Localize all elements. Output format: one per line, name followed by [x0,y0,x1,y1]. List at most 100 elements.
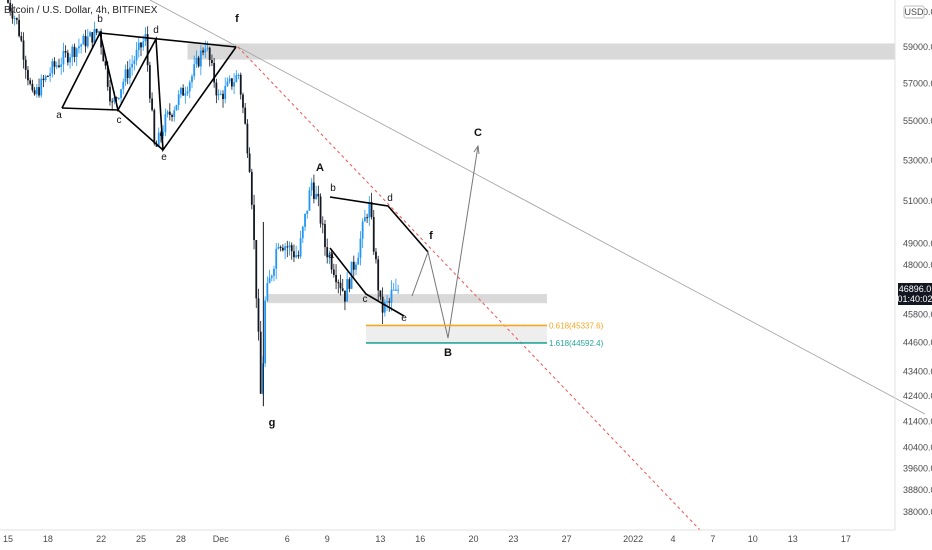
candle-122 [277,243,280,250]
candle-37 [89,30,91,37]
candle-107 [244,102,247,125]
candle-77 [177,90,180,111]
candle-141 [319,193,322,228]
candle-85 [195,50,198,68]
candle-body [51,61,54,74]
x-tick-9: 16 [415,534,425,544]
candle-126 [286,240,289,258]
candle-body [106,65,109,87]
candle-body [133,60,136,64]
triangle-1-upper [99,32,237,48]
candle-127 [288,241,291,256]
candle-body [93,28,96,43]
x-tick-3: 25 [136,534,146,544]
candle-body [355,264,357,270]
candle-body [173,110,176,117]
candle-88 [202,47,204,56]
candle-body [71,46,74,58]
candle-90 [206,41,209,52]
candle-body [211,60,213,63]
candle-body [368,202,371,218]
candle-body [62,51,65,65]
candle-152 [344,290,346,311]
candle-12 [33,87,36,96]
candle-83 [191,74,193,89]
candle-123 [279,245,282,252]
candle-body [383,301,386,313]
candle-body [377,259,380,291]
candle-138 [313,174,315,204]
triangle-2-lower [329,247,405,317]
candle-91 [208,46,211,67]
candle-body [235,74,238,83]
y-tick-5: 51000.0 [903,196,932,206]
candle-38 [91,32,94,48]
wave-label-b: b [97,14,103,25]
candle-body [242,94,244,108]
candle-69 [160,130,162,143]
fib-label-1: 1.618(44592.4) [549,339,604,348]
candle-3 [13,15,16,26]
candle-body [95,28,98,33]
candle-body [304,213,306,227]
candle-body [217,94,220,96]
candle-body [186,91,189,94]
candle-body [202,50,204,53]
candle-94 [215,78,218,104]
candle-body [321,223,324,225]
candle-body [330,254,333,270]
candle-166 [375,248,377,264]
candle-1 [9,0,12,16]
candle-93 [213,57,216,88]
candle-124 [281,244,284,252]
candle-body [84,36,87,47]
wave-label-B: B [444,347,452,359]
candle-30 [73,43,76,63]
candle-body [346,279,349,302]
candle-body [191,76,193,83]
x-tick-11: 23 [508,534,518,544]
candle-body [277,246,280,249]
candle-133 [301,225,304,244]
candle-8 [24,55,27,79]
x-tick-4: 28 [176,534,186,544]
candle-110 [250,168,253,210]
candle-body [80,44,83,47]
candle-body [40,78,43,96]
candle-body [195,57,198,65]
y-tick-14: 40400.0 [903,442,932,452]
candle-body [370,202,373,218]
candle-102 [233,73,235,95]
x-tick-15: 7 [710,534,715,544]
candle-101 [230,77,233,90]
candle-body [284,246,286,251]
candle-114 [259,320,262,394]
fib-zone [366,325,547,343]
candle-169 [381,287,384,324]
candle-body [204,48,207,53]
wave-label-g: g [269,417,276,429]
candle-33 [80,43,83,54]
wave-label-d: d [153,25,159,36]
candle-body [264,300,267,364]
candle-body [166,111,169,115]
candle-60 [140,42,142,57]
candle-body [180,87,182,95]
y-tick-17: 38000.0 [903,507,932,517]
candle-body [301,226,304,239]
candle-body [397,289,400,291]
candle-159 [359,231,362,266]
candle-147 [332,263,335,278]
currency-badge[interactable]: USD [903,5,925,19]
candle-body [86,36,89,47]
candle-body [273,268,275,276]
candle-71 [164,108,167,137]
candle-body [146,34,149,66]
wave-label-C: C [474,127,482,139]
x-tick-7: 9 [325,534,330,544]
candle-129 [293,244,295,262]
candle-20 [51,58,54,78]
candle-50 [117,97,120,101]
candle-body [248,153,251,172]
